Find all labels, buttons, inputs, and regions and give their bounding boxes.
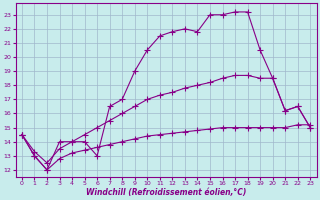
X-axis label: Windchill (Refroidissement éolien,°C): Windchill (Refroidissement éolien,°C) xyxy=(86,188,246,197)
